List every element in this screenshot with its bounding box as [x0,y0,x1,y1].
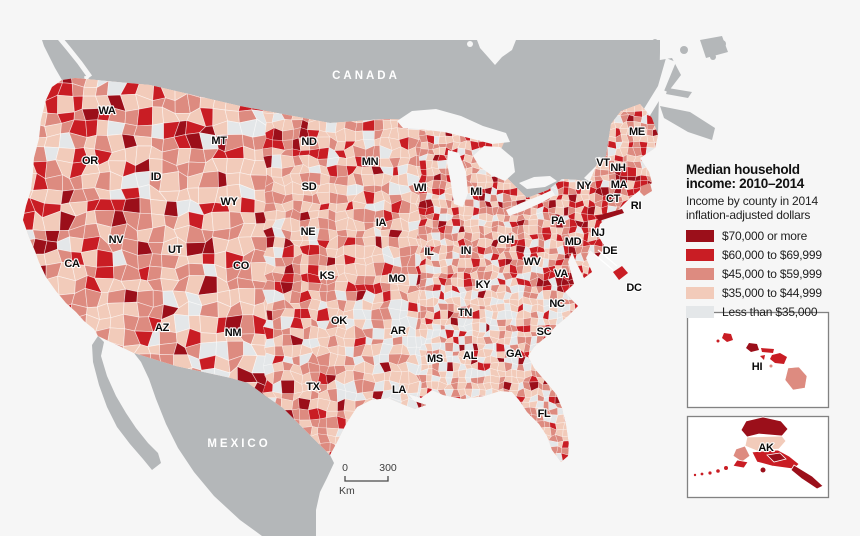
state-label-pa: PA [551,215,565,227]
legend-item: $35,000 to $44,999 [686,286,858,300]
state-label-nh: NH [610,162,626,174]
legend-label: Less than $35,000 [722,305,818,320]
dc-callout [593,249,628,280]
state-label-mi: MI [470,186,482,198]
state-label-ca: CA [64,258,80,270]
state-label-nv: NV [109,234,125,246]
state-label-ky: KY [476,279,492,291]
state-label-wy: WY [220,196,238,208]
state-label-ri: RI [631,200,642,212]
legend-subtitle-line1: Income by county in 2014 [686,194,818,209]
state-label-or: OR [82,155,98,167]
mexico-landmass [92,336,334,536]
state-label-oh: OH [498,234,514,246]
scale-start: 0 [342,462,348,474]
state-label-ar: AR [390,325,406,337]
state-label-va: VA [554,268,568,280]
scale-bar: 0 300 Km [339,462,397,497]
state-labels: WA OR CA NV ID MT WY UT AZ CO NM ND SD NE KS OK TX MN IA MO… [63,104,775,455]
scale-end: 300 [379,462,397,474]
state-label-dc: DC [626,282,642,294]
legend-label: $35,000 to $44,999 [722,286,822,301]
great-lakes [397,109,557,216]
state-label-in: IN [461,245,472,257]
state-label-de: DE [603,245,618,257]
legend-subtitle-line2: inflation-adjusted dollars [686,207,811,222]
legend-swatch [686,268,714,281]
legend-title-line1: Median household [686,162,800,177]
state-label-wi: WI [414,182,427,194]
state-label-hi: HI [752,361,763,373]
state-label-ct: CT [606,193,621,205]
state-label-vt: VT [596,157,610,169]
state-label-sd: SD [302,181,317,193]
state-label-nj: NJ [591,227,605,239]
legend-item: $45,000 to $59,999 [686,267,858,281]
state-label-me: ME [629,126,645,138]
legend-item: Less than $35,000 [686,305,858,319]
state-label-ia: IA [376,217,387,229]
legend-label: $45,000 to $59,999 [722,267,822,282]
scale-unit: Km [339,485,355,497]
state-label-ms: MS [427,353,443,365]
coastal-features [596,183,652,221]
legend-swatch [686,230,714,243]
state-label-sc: SC [537,326,552,338]
state-label-tn: TN [458,307,472,319]
state-label-nd: ND [301,136,317,148]
state-label-ne: NE [301,226,316,238]
country-labels: CANADA MEXICO [207,70,400,450]
legend-swatch [686,306,714,319]
legend-label: $70,000 or more [722,229,808,244]
state-label-mn: MN [362,156,379,168]
legend-swatch [686,249,714,262]
state-label-mo: MO [388,273,406,285]
state-label-nm: NM [225,327,242,339]
state-label-ks: KS [320,270,335,282]
canada-label: CANADA [332,70,400,82]
hawaii-inset [686,311,830,409]
state-label-md: MD [565,236,582,248]
state-label-mt: MT [211,135,227,147]
state-label-id: ID [151,171,162,183]
legend-title-line2: income: 2010–2014 [686,176,804,192]
mexico-label: MEXICO [207,438,270,450]
legend-panel: Median household income: 2010–2014 Incom… [686,162,858,324]
state-label-ga: GA [506,348,522,360]
state-label-la: LA [392,384,406,396]
state-label-nc: NC [549,298,565,310]
legend-swatch [686,287,714,300]
state-label-wa: WA [98,105,115,117]
state-label-fl: FL [538,408,551,420]
state-label-az: AZ [155,322,170,334]
state-label-wv: WV [523,256,541,268]
legend-label: $60,000 to $69,999 [722,248,822,263]
state-label-ak: AK [758,442,774,454]
state-label-al: AL [463,350,478,362]
state-label-ny: NY [577,180,593,192]
insets [686,311,830,499]
state-label-il: IL [424,246,434,258]
state-label-ut: UT [168,244,183,256]
state-label-tx: TX [306,381,320,393]
state-label-co: CO [233,260,250,272]
legend-items: $70,000 or more $60,000 to $69,999 $45,000… [686,229,858,319]
state-label-ma: MA [611,179,628,191]
legend-item: $70,000 or more [686,229,858,243]
legend-item: $60,000 to $69,999 [686,248,858,262]
state-label-ok: OK [331,315,347,327]
